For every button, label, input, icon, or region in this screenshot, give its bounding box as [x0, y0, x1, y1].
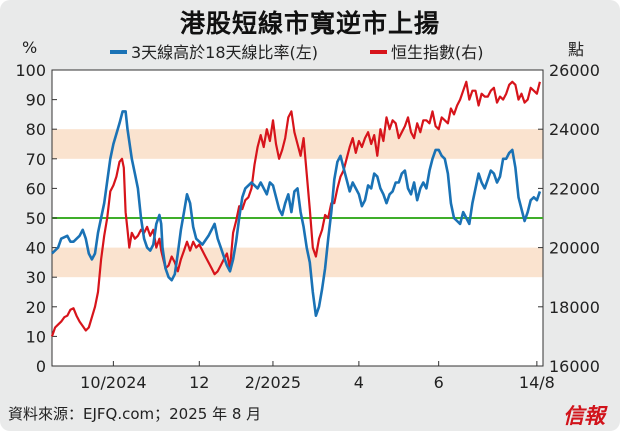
right-axis: 16000 18000 20000 22000 24000 26000 — [538, 61, 600, 376]
x-tick-label: 2/2025 — [245, 373, 301, 392]
left-axis-unit: % — [22, 38, 37, 57]
series-hsi-line — [50, 80, 541, 337]
legend-label-breadth: 3天線高於18天線比率(左) — [131, 43, 318, 62]
x-tick-label: 10/2024 — [80, 373, 146, 392]
left-axis: 0 10 20 30 40 50 60 70 80 90 100 — [15, 61, 57, 376]
left-tick-label: 30 — [26, 268, 46, 287]
source-note: 資料來源：EJFQ.com；2025 年 8 月 — [8, 405, 262, 423]
right-tick-label: 16000 — [549, 357, 600, 376]
x-tick-label: 14/8 — [519, 373, 555, 392]
x-tick-label: 6 — [434, 373, 444, 392]
x-tick-label: 4 — [354, 373, 364, 392]
left-tick-label: 20 — [26, 298, 46, 317]
left-tick-label: 40 — [26, 239, 46, 258]
legend: 3天線高於18天線比率(左) 恒生指數(右) — [110, 43, 484, 62]
left-tick-label: 60 — [26, 179, 46, 198]
right-tick-label: 26000 — [549, 61, 600, 80]
left-tick-label: 100 — [15, 61, 46, 80]
series-breadth-line — [51, 110, 542, 317]
left-tick-label: 90 — [26, 91, 46, 110]
x-tick-label: 12 — [189, 373, 209, 392]
band-0 — [52, 247, 543, 278]
left-tick-label: 70 — [26, 150, 46, 169]
x-axis: 10/2024 12 2/2025 4 6 14/8 — [80, 361, 555, 392]
right-axis-unit: 點 — [568, 40, 584, 59]
right-tick-label: 20000 — [549, 239, 600, 258]
chart-title: 港股短線市寬逆市上揚 — [179, 9, 440, 38]
left-tick-label: 0 — [36, 357, 46, 376]
left-tick-label: 50 — [26, 209, 46, 228]
publisher-logo: 信報 — [563, 403, 605, 428]
right-tick-label: 24000 — [549, 120, 600, 139]
right-tick-label: 22000 — [549, 179, 600, 198]
legend-label-hsi: 恒生指數(右) — [391, 43, 484, 62]
left-tick-label: 80 — [26, 120, 46, 139]
right-tick-label: 18000 — [549, 298, 600, 317]
left-tick-label: 10 — [26, 327, 46, 346]
